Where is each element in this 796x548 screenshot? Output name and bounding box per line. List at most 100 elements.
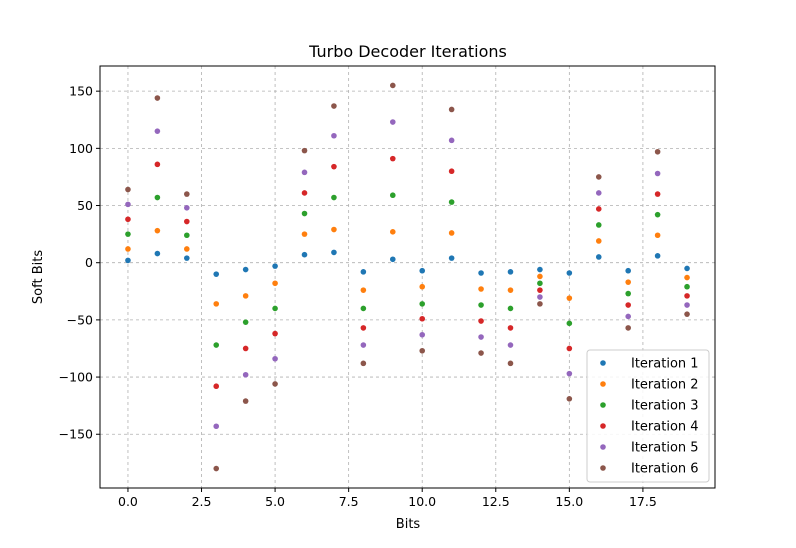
data-point — [331, 249, 337, 256]
data-point — [448, 199, 455, 205]
data-point — [242, 345, 249, 352]
data-point — [537, 266, 543, 273]
legend-item: Iteration 3 — [600, 399, 699, 414]
data-point — [507, 305, 514, 312]
legend-item: Iteration 4 — [600, 420, 699, 435]
data-point — [389, 192, 396, 199]
data-point — [419, 315, 426, 322]
data-point — [654, 253, 661, 259]
data-point — [184, 246, 190, 252]
data-point — [154, 95, 161, 101]
data-point — [625, 313, 631, 320]
data-point — [595, 206, 602, 212]
data-point — [272, 355, 278, 362]
legend-marker — [600, 465, 606, 471]
data-point — [537, 294, 543, 300]
x-tick-label: 7.5 — [339, 494, 359, 509]
legend-label: Iteration 1 — [631, 357, 699, 372]
data-point — [213, 271, 220, 277]
data-point — [331, 163, 337, 170]
data-point — [625, 279, 631, 285]
data-point — [125, 231, 131, 237]
y-axis-label: Soft Bits — [31, 250, 46, 304]
legend-marker — [600, 402, 606, 408]
data-point — [566, 345, 573, 352]
data-point — [507, 342, 514, 348]
x-tick-label: 2.5 — [192, 494, 212, 509]
data-point — [213, 423, 220, 430]
legend-marker — [600, 423, 606, 429]
data-point — [213, 342, 220, 348]
data-point — [301, 169, 308, 176]
data-point — [154, 227, 161, 234]
legend-label: Iteration 2 — [631, 378, 699, 393]
data-point — [507, 360, 514, 367]
x-tick-label: 12.5 — [482, 494, 510, 509]
data-point — [537, 280, 543, 287]
data-point — [331, 103, 337, 109]
data-point — [448, 168, 455, 175]
data-point — [301, 210, 308, 217]
data-point — [478, 270, 484, 276]
series-iteration-3 — [125, 192, 690, 348]
data-point — [125, 216, 131, 223]
data-point — [184, 255, 190, 261]
y-tick-label: 50 — [77, 198, 93, 213]
y-tick-label: −150 — [59, 427, 93, 442]
data-point — [684, 311, 690, 317]
data-point — [478, 286, 484, 292]
legend-label: Iteration 5 — [631, 441, 699, 456]
data-point — [331, 132, 337, 139]
data-point — [242, 398, 249, 404]
x-tick-label: 0.0 — [118, 494, 138, 509]
data-point — [537, 301, 543, 307]
data-point — [448, 230, 455, 236]
x-tick-label: 10.0 — [408, 494, 436, 509]
data-point — [213, 301, 220, 307]
data-point — [419, 331, 426, 338]
data-point — [360, 305, 367, 312]
x-tick-label: 15.0 — [555, 494, 583, 509]
legend-marker — [600, 381, 606, 387]
data-point — [595, 174, 602, 180]
series-iteration-5 — [125, 119, 690, 430]
legend-item: Iteration 1 — [600, 357, 699, 372]
data-point — [272, 305, 278, 312]
data-point — [301, 147, 308, 154]
data-point — [507, 325, 514, 331]
series-iteration-4 — [125, 155, 690, 390]
legend-item: Iteration 2 — [600, 378, 699, 393]
chart-title: Turbo Decoder Iterations — [308, 42, 507, 61]
data-point — [684, 302, 690, 308]
data-point — [154, 128, 161, 134]
data-point — [654, 148, 661, 155]
x-axis: 0.0 2.5 5.0 7.5 10.0 12.5 15.0 17.5 — [118, 488, 657, 509]
data-point — [242, 293, 249, 299]
x-axis-label: Bits — [396, 517, 421, 532]
data-point — [242, 266, 249, 273]
data-point — [448, 137, 455, 144]
legend-item: Iteration 6 — [600, 462, 699, 477]
data-point — [360, 325, 367, 331]
y-axis: −150 −100 −50 0 50 100 150 — [59, 84, 100, 442]
legend-marker — [600, 360, 606, 366]
data-point — [595, 254, 602, 260]
data-point — [419, 283, 426, 290]
data-point — [213, 383, 220, 390]
y-tick-label: 100 — [69, 141, 93, 156]
data-point — [184, 191, 190, 197]
series-iteration-1 — [125, 249, 690, 277]
data-point — [389, 119, 396, 125]
data-point — [360, 342, 367, 348]
y-tick-label: −50 — [67, 312, 93, 327]
data-point — [301, 231, 308, 237]
data-point — [213, 465, 220, 472]
data-point — [125, 257, 131, 264]
legend-label: Iteration 4 — [631, 420, 699, 435]
data-point — [478, 302, 484, 308]
data-point — [154, 194, 161, 201]
data-point — [684, 265, 690, 272]
data-point — [566, 370, 573, 377]
data-point — [419, 347, 426, 354]
data-point — [654, 232, 661, 239]
